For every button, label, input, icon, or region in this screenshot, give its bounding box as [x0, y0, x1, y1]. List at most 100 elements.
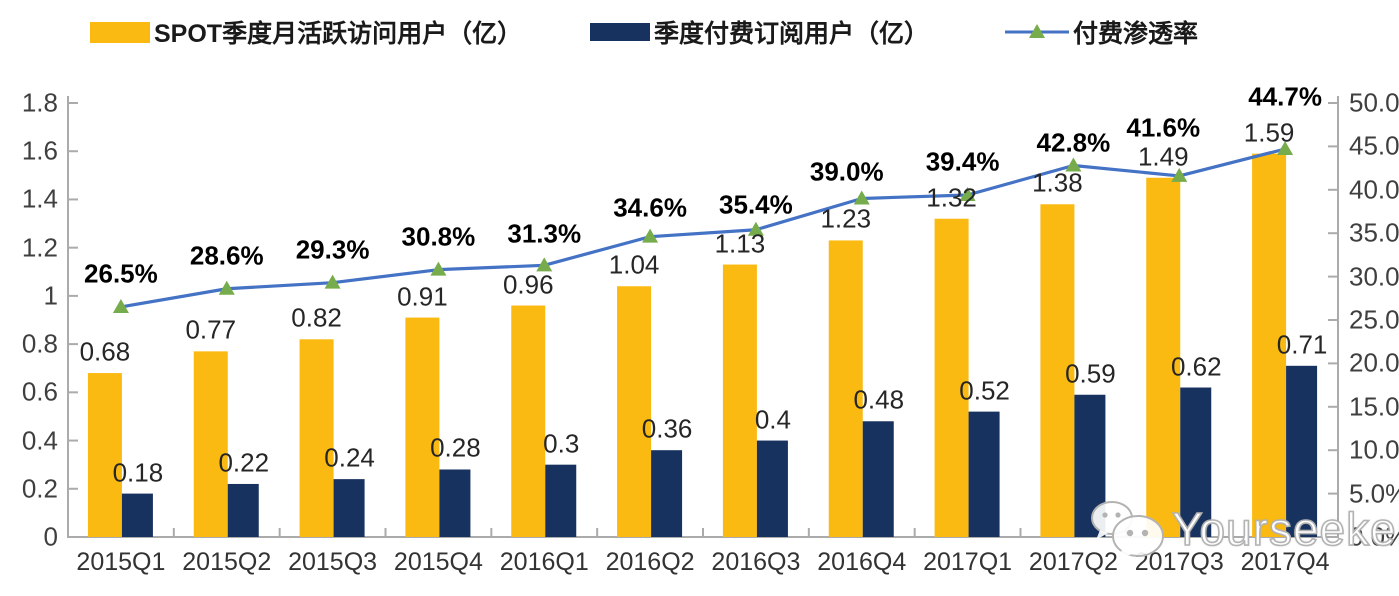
mau-value-label: 0.68: [79, 336, 131, 367]
pct-marker: [853, 190, 870, 205]
mau-legend-swatch: [90, 21, 150, 43]
x-axis-category-label: 2016Q4: [817, 548, 907, 576]
mau-bar: [1252, 153, 1287, 537]
pct-marker: [642, 228, 659, 243]
x-axis-category-label: 2017Q4: [1240, 548, 1330, 576]
pct-marker: [959, 187, 976, 202]
right-axis-tick-label: 0.0%: [1349, 521, 1399, 552]
mau-bar: [1146, 177, 1181, 537]
mau-value-label: 1.04: [608, 249, 660, 280]
sub-value-label: 0.36: [641, 413, 693, 444]
left-axis-tick-label: 1.4: [21, 183, 58, 214]
x-axis-category-label: 2016Q3: [711, 548, 801, 576]
pct-value-label: 41.6%: [1126, 112, 1201, 143]
pct-marker: [1065, 157, 1082, 172]
left-axis-tick-label: 0.2: [21, 473, 58, 504]
sub-bar: [227, 483, 259, 537]
right-axis-tick-label: 25.0%: [1349, 304, 1399, 335]
pct-value-label: 31.3%: [507, 218, 582, 249]
pct-marker: [324, 274, 341, 289]
mau-bar: [722, 264, 757, 537]
pct-value-label: 30.8%: [401, 221, 476, 252]
x-axis-category-label: 2016Q1: [499, 548, 589, 576]
left-axis-tick-label: 0: [43, 521, 58, 552]
pct-line: [120, 147, 1286, 309]
sub-value-label: 0.62: [1170, 351, 1222, 381]
mau-value-label: 1.59: [1243, 117, 1295, 148]
sub-value-label: 0.59: [1065, 358, 1116, 389]
pct-value-label: 28.6%: [189, 240, 264, 271]
pct-marker: [218, 280, 235, 295]
mau-value-label: 1.23: [820, 203, 872, 234]
mau-bar: [934, 218, 969, 537]
sub-bar: [1180, 387, 1212, 537]
pct-value-label: 39.4%: [925, 146, 1000, 177]
sub-bar: [121, 493, 153, 537]
pct-value-label: 42.8%: [1036, 127, 1111, 158]
pct-value-label: 34.6%: [613, 192, 687, 223]
left-axis-tick-label: 0.4: [21, 425, 58, 456]
left-axis-tick-label: 0.6: [21, 376, 58, 407]
legend-item-pct: 付费渗透率: [1005, 16, 1198, 48]
pct-marker: [536, 257, 553, 272]
left-axis-tick-label: 1.2: [21, 232, 58, 263]
mau-value-label: 1.49: [1137, 141, 1189, 172]
x-axis-category-label: 2016Q2: [605, 548, 695, 576]
sub-value-label: 0.28: [430, 432, 481, 463]
pct-value-label: 29.3%: [295, 234, 370, 265]
right-axis-tick-label: 30.0%: [1349, 261, 1399, 292]
mau-value-label: 1.13: [714, 228, 766, 259]
pct-marker: [1277, 141, 1294, 156]
x-axis-category-label: 2015Q2: [182, 548, 272, 576]
x-axis-category-label: 2015Q3: [288, 548, 378, 576]
pct-marker: [747, 221, 764, 236]
pct-value-label: 39.0%: [809, 156, 884, 187]
mau-value-label: 0.96: [502, 269, 554, 300]
x-axis-category-label: 2017Q2: [1028, 548, 1118, 576]
mau-bar: [828, 240, 863, 537]
pct-marker: [430, 261, 447, 276]
mau-legend-label: SPOT季度月活跃访问用户（亿）: [154, 20, 523, 48]
left-axis-tick-label: 1.8: [21, 87, 58, 118]
wechat-icon: [1091, 501, 1164, 560]
right-axis-tick-label: 35.0%: [1349, 217, 1399, 248]
watermark-text: Yourseeker: [1171, 502, 1399, 556]
sub-value-label: 0.48: [853, 384, 905, 415]
right-axis-tick-label: 20.0%: [1349, 347, 1399, 378]
mau-bar: [617, 286, 652, 537]
mau-value-label: 0.77: [185, 314, 237, 345]
x-axis-category-label: 2017Q1: [923, 548, 1013, 576]
sub-value-label: 0.4: [754, 404, 791, 435]
pct-marker: [1171, 167, 1188, 182]
sub-value-label: 0.3: [543, 428, 580, 459]
mau-bar: [405, 317, 440, 537]
sub-bar: [333, 479, 365, 537]
mau-bar: [511, 305, 546, 537]
watermark: Yourseeker: [1088, 496, 1399, 562]
right-axis-tick-label: 40.0%: [1349, 174, 1399, 205]
right-axis-tick-label: 5.0%: [1349, 478, 1399, 509]
mau-value-label: 1.32: [926, 182, 977, 213]
x-axis-category-label: 2015Q1: [76, 548, 166, 576]
right-axis-tick-label: 10.0%: [1349, 434, 1399, 465]
pct-value-label: 35.4%: [719, 189, 793, 220]
left-axis-tick-label: 1.6: [21, 135, 58, 166]
mau-bar: [299, 339, 334, 537]
legend-item-mau: SPOT季度月活跃访问用户（亿）: [90, 16, 522, 48]
pct-value-label: 44.7%: [1248, 81, 1322, 112]
sub-legend-label: 季度付费订阅用户（亿）: [654, 20, 930, 48]
legend-item-sub: 季度付费订阅用户（亿）: [590, 16, 929, 48]
x-axis-category-label: 2015Q4: [393, 548, 483, 576]
sub-value-label: 0.52: [959, 375, 1010, 406]
left-axis-tick-label: 0.8: [21, 328, 58, 359]
sub-bar: [439, 469, 471, 537]
mau-value-label: 0.82: [291, 302, 342, 333]
sub-value-label: 0.24: [324, 442, 375, 473]
left-axis-tick-label: 1: [43, 280, 58, 311]
mau-bar: [87, 373, 122, 537]
mau-bar: [193, 351, 228, 537]
sub-value-label: 0.22: [218, 447, 270, 478]
sub-value-label: 0.71: [1276, 329, 1328, 360]
mau-value-label: 0.91: [397, 281, 448, 312]
